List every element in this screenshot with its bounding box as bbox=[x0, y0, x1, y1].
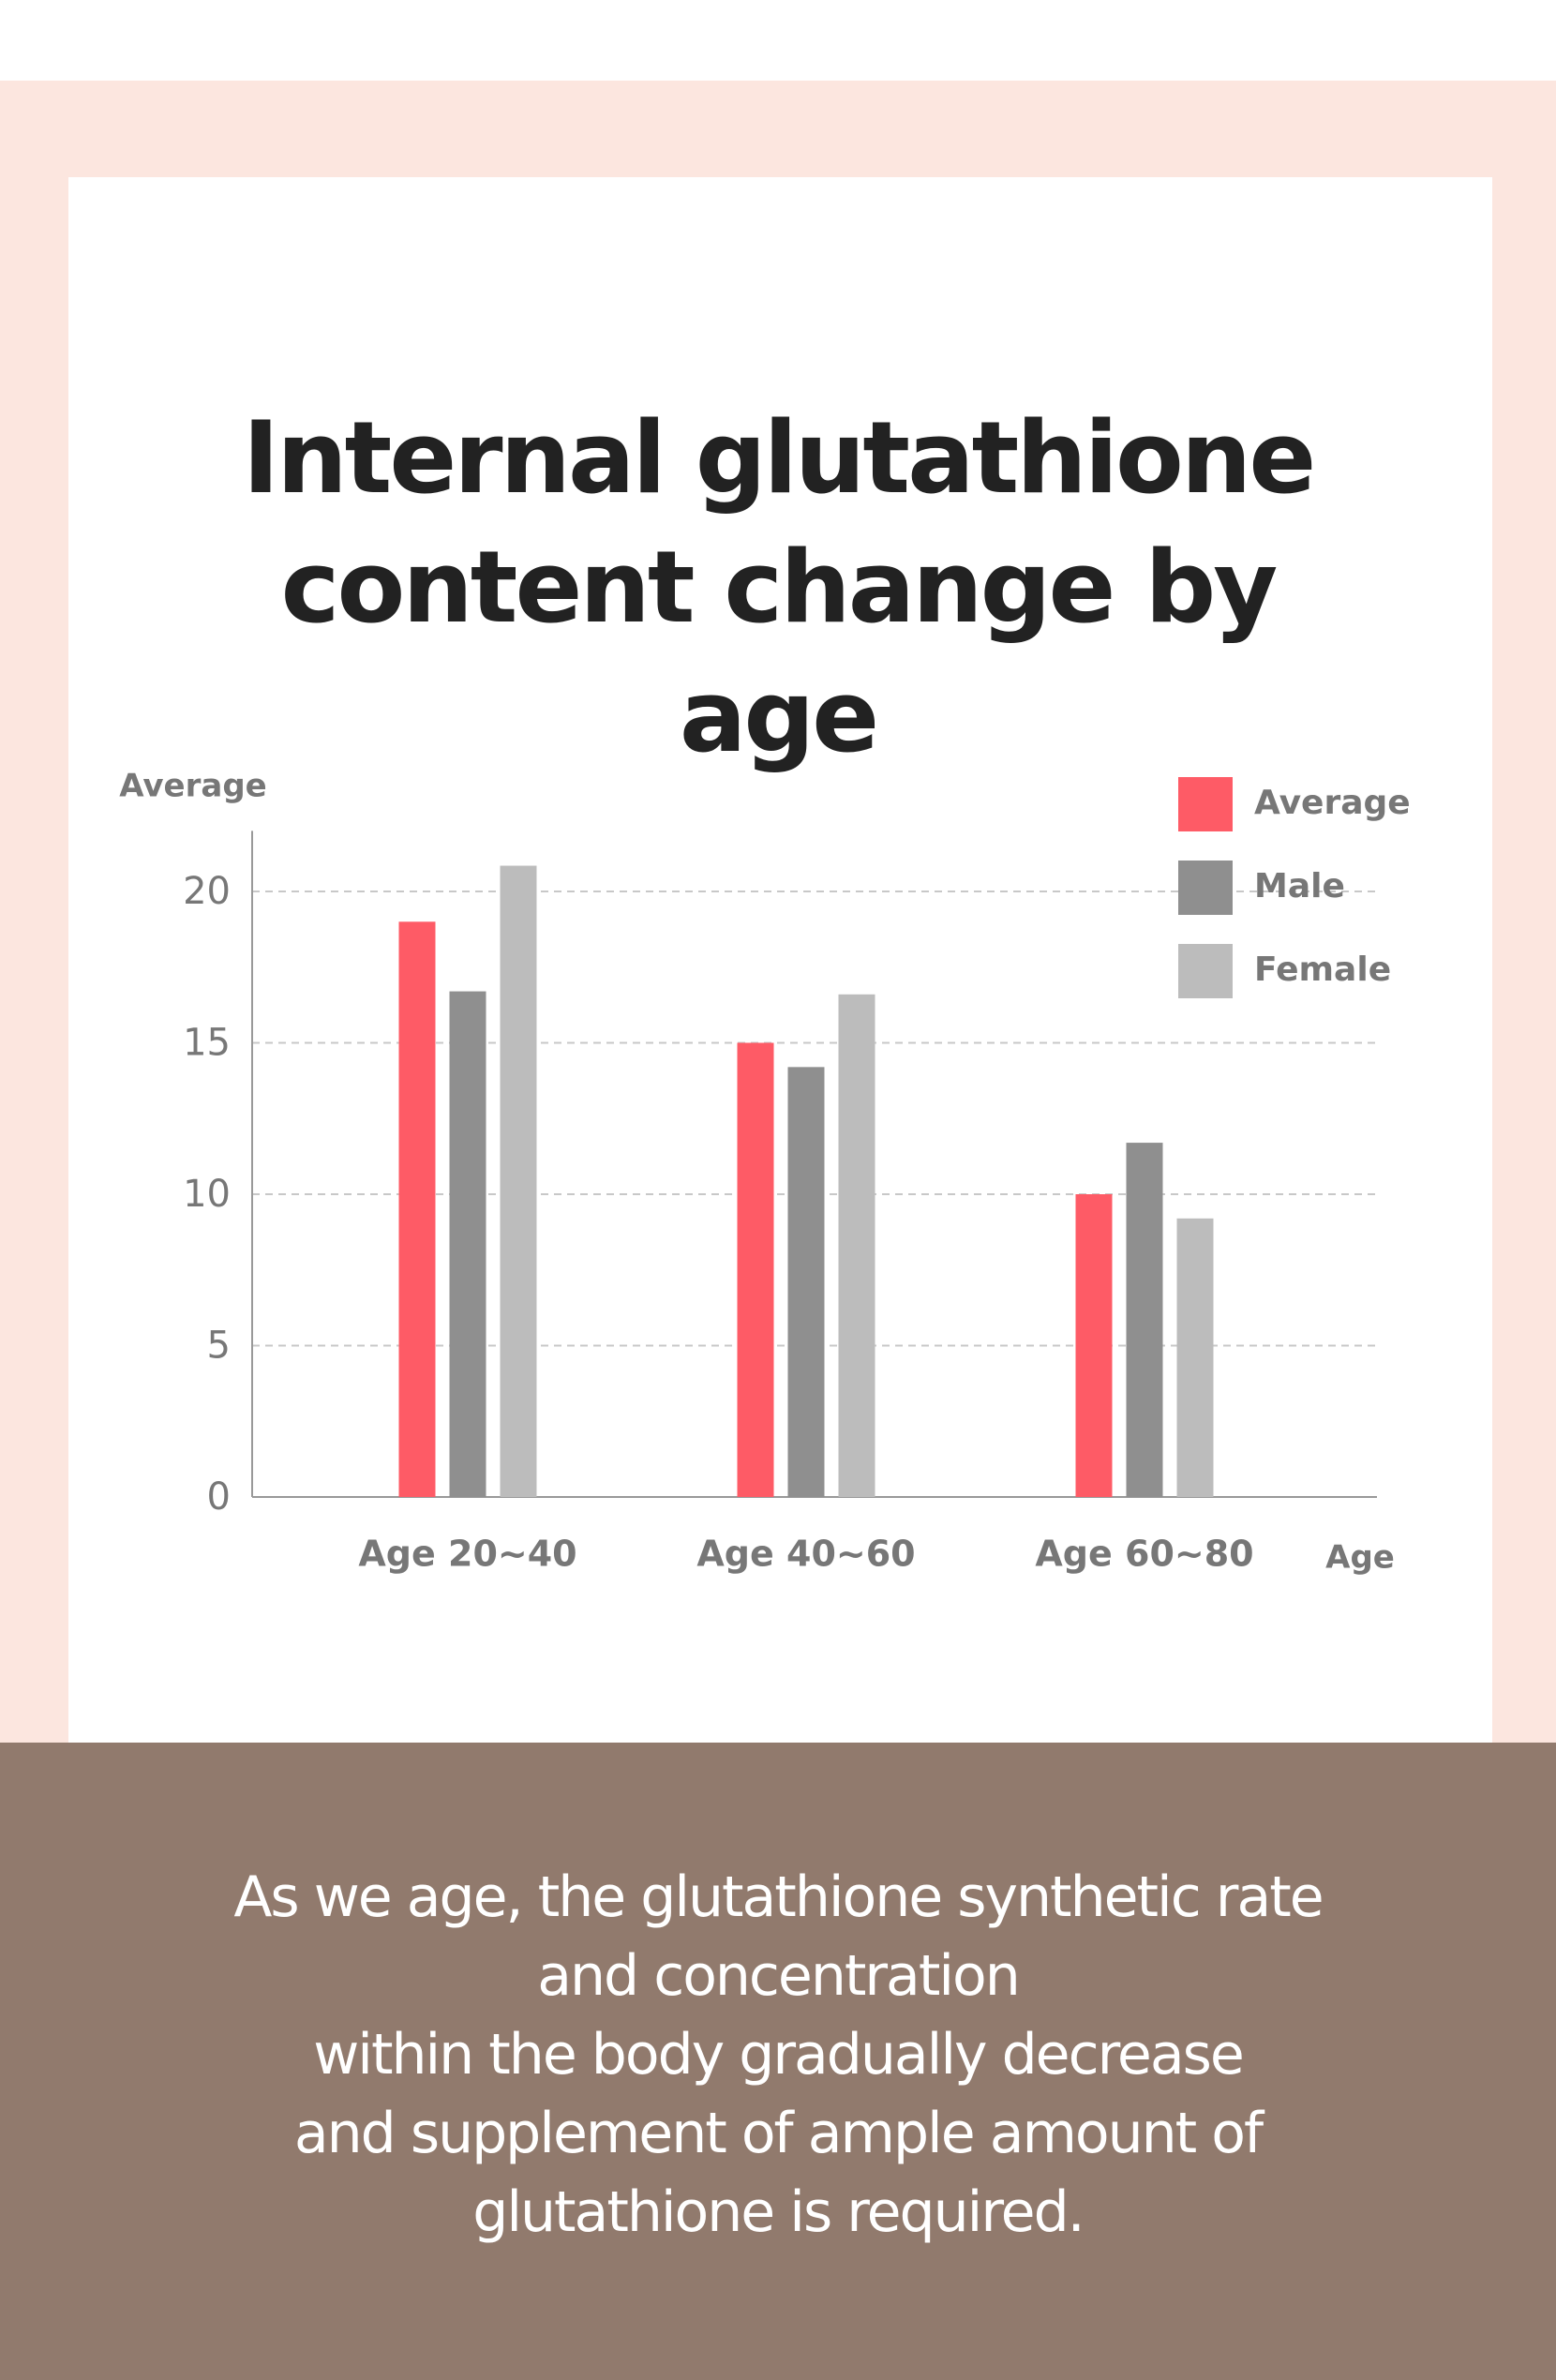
y-tick-label: 0 bbox=[207, 1475, 231, 1519]
x-tick-label: Age 20~40 bbox=[358, 1534, 576, 1575]
bar bbox=[398, 921, 436, 1497]
y-axis-label: Average bbox=[119, 768, 266, 805]
legend-swatch bbox=[1178, 777, 1233, 831]
legend-label: Male bbox=[1254, 867, 1345, 906]
caption: As we age, the glutathione synthetic rat… bbox=[0, 1858, 1556, 2252]
legend-swatch bbox=[1178, 861, 1233, 915]
bar bbox=[737, 1042, 774, 1497]
caption-line: and concentration bbox=[537, 1943, 1021, 2009]
x-axis-label: Age bbox=[1325, 1539, 1395, 1577]
y-tick-label: 10 bbox=[183, 1173, 231, 1216]
legend-label: Average bbox=[1254, 784, 1411, 822]
bar bbox=[1126, 1143, 1163, 1497]
card bbox=[68, 177, 1492, 1743]
caption-line: As we age, the glutathione synthetic rat… bbox=[233, 1864, 1324, 1930]
caption-panel bbox=[0, 1743, 1556, 2380]
bar bbox=[1075, 1194, 1113, 1497]
caption-line: and supplement of ample amount of bbox=[293, 2101, 1264, 2166]
bar bbox=[838, 994, 875, 1497]
x-tick-label: Age 40~60 bbox=[696, 1534, 915, 1575]
bar bbox=[449, 991, 486, 1497]
legend-swatch bbox=[1178, 944, 1233, 998]
bar bbox=[500, 865, 537, 1497]
chart-title: Internal glutathione content change by a… bbox=[242, 400, 1317, 774]
y-tick-label: 5 bbox=[207, 1325, 231, 1368]
caption-line: glutathione is required. bbox=[472, 2179, 1085, 2245]
x-tick-label: Age 60~80 bbox=[1035, 1534, 1253, 1575]
chart: Average Age 0 5 10 15 20 Age 20~40 Age 40~60 Age … bbox=[119, 768, 1411, 1577]
caption-line: within the body gradually decrease bbox=[313, 2022, 1245, 2088]
y-tick-label: 20 bbox=[183, 870, 231, 913]
bar bbox=[1176, 1218, 1214, 1497]
bar bbox=[787, 1067, 825, 1497]
legend-label: Female bbox=[1254, 951, 1391, 989]
y-tick-label: 15 bbox=[183, 1022, 231, 1065]
